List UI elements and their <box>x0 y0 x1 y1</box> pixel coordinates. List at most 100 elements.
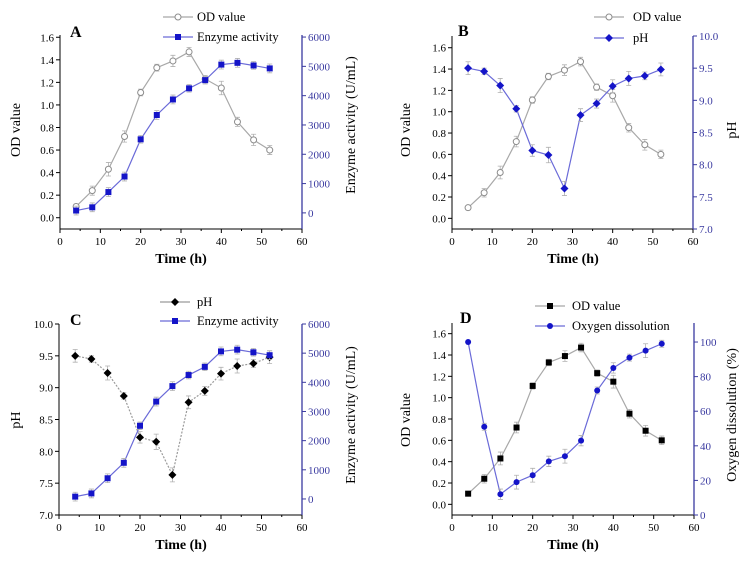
series-line <box>75 51 271 207</box>
panel-label: A <box>70 24 82 41</box>
data-point <box>104 165 112 173</box>
left-axis-title: OD value <box>399 393 414 447</box>
data-point <box>480 67 489 76</box>
legend-marker <box>547 303 553 309</box>
x-tick-label: 30 <box>568 522 580 534</box>
right-y-tick-label: 4000 <box>308 377 331 389</box>
series-enzyme-activity <box>73 58 273 216</box>
right-y-tick-label: 1000 <box>308 465 331 477</box>
left-y-tick-label: 7.0 <box>39 510 53 522</box>
left-y-tick-label: 1.6 <box>432 43 446 55</box>
left-y-tick-label: 8.0 <box>39 446 53 458</box>
series-od-value <box>465 342 665 497</box>
right-y-tick-label: 1000 <box>308 179 331 191</box>
right-y-tick-label: 8.0 <box>699 160 713 172</box>
data-point <box>169 57 177 65</box>
x-tick-label: 30 <box>567 236 579 248</box>
data-point <box>480 189 488 197</box>
data-point <box>641 141 649 149</box>
panel-b: 0 10 20 30 40 50 60 0.0 0.2 0.4 0.6 0.8 1.0 1.2 1.4 1.6… <box>399 10 740 267</box>
data-point <box>610 364 617 371</box>
left-y-tick-label: 8.5 <box>39 415 53 427</box>
data-point <box>642 347 649 354</box>
data-point <box>577 58 585 66</box>
data-point <box>626 410 633 417</box>
series-line <box>467 341 662 496</box>
series-line <box>467 346 663 495</box>
data-point <box>120 459 127 466</box>
legend-label: OD value <box>633 10 682 24</box>
x-tick-label: 60 <box>297 236 309 248</box>
data-point <box>73 207 80 214</box>
data-point <box>184 398 193 407</box>
data-point <box>657 150 665 158</box>
right-y-tick-label: 0 <box>308 208 314 220</box>
data-point <box>137 422 143 429</box>
x-tick-label: 50 <box>648 522 660 534</box>
data-point <box>625 124 633 132</box>
right-y-tick-label: 9.0 <box>699 95 713 107</box>
data-point <box>513 479 520 486</box>
x-tick-label: 60 <box>688 236 700 248</box>
data-point <box>481 423 488 430</box>
legend-marker <box>605 34 613 42</box>
left-y-tick-label: 1.4 <box>432 350 446 362</box>
left-y-tick-label: 0.4 <box>432 171 446 183</box>
data-point <box>560 66 568 74</box>
data-point <box>529 382 536 389</box>
left-y-tick-label: 9.0 <box>39 383 53 395</box>
data-point <box>233 118 241 126</box>
legend-marker <box>171 298 179 306</box>
left-y-tick-label: 0.2 <box>432 478 446 490</box>
x-tick-label: 10 <box>487 236 499 248</box>
right-y-tick-label: 40 <box>700 441 712 453</box>
data-point <box>234 346 241 353</box>
x-tick-label: 0 <box>449 522 455 534</box>
right-y-tick-label: 3000 <box>308 406 331 418</box>
left-axis-title: pH <box>9 411 24 428</box>
data-point <box>266 352 273 359</box>
data-point <box>105 189 112 196</box>
x-tick-label: 10 <box>487 522 499 534</box>
data-point <box>136 433 144 442</box>
left-y-tick-label: 0.0 <box>40 213 54 225</box>
legend-marker <box>175 34 181 40</box>
series-ph <box>71 349 274 483</box>
x-tick-label: 40 <box>608 522 620 534</box>
data-point <box>464 204 472 212</box>
data-point <box>640 71 649 80</box>
data-point <box>496 168 504 176</box>
data-point <box>656 65 665 74</box>
left-y-tick-label: 0.4 <box>40 168 54 180</box>
legend-label: Enzyme activity <box>197 314 279 328</box>
x-tick-label: 0 <box>57 236 63 248</box>
data-point <box>217 369 225 378</box>
data-point <box>481 475 488 482</box>
panel-c: 0 10 20 30 40 50 60 7.0 7.5 8.0 8.5 9.0 9.5 10.0 0 1000… <box>9 295 359 553</box>
data-point <box>578 344 585 351</box>
x-axis-title: Time (h) <box>155 252 207 267</box>
data-point <box>234 59 241 66</box>
right-axis-title: Enzyme activity (U/mL) <box>344 346 359 484</box>
legend-label: OD value <box>572 299 621 313</box>
data-point <box>608 82 617 91</box>
data-point <box>529 472 536 479</box>
right-y-tick-label: 2000 <box>308 436 331 448</box>
left-y-tick-label: 1.0 <box>40 100 54 112</box>
data-point <box>497 455 504 462</box>
x-tick-label: 0 <box>56 522 62 534</box>
data-point <box>609 92 617 100</box>
data-point <box>561 353 568 360</box>
legend-label: Enzyme activity <box>197 30 279 44</box>
data-point <box>592 99 601 108</box>
data-point <box>104 475 111 482</box>
data-point <box>153 398 160 405</box>
left-y-tick-label: 0.0 <box>432 213 446 225</box>
x-tick-label: 50 <box>256 236 268 248</box>
data-point <box>266 146 274 154</box>
data-point <box>153 64 161 72</box>
left-y-tick-label: 1.4 <box>432 64 446 76</box>
x-tick-label: 10 <box>95 236 107 248</box>
left-y-tick-label: 1.0 <box>432 107 446 119</box>
right-axis-title: Enzyme activity (U/mL) <box>344 56 359 194</box>
